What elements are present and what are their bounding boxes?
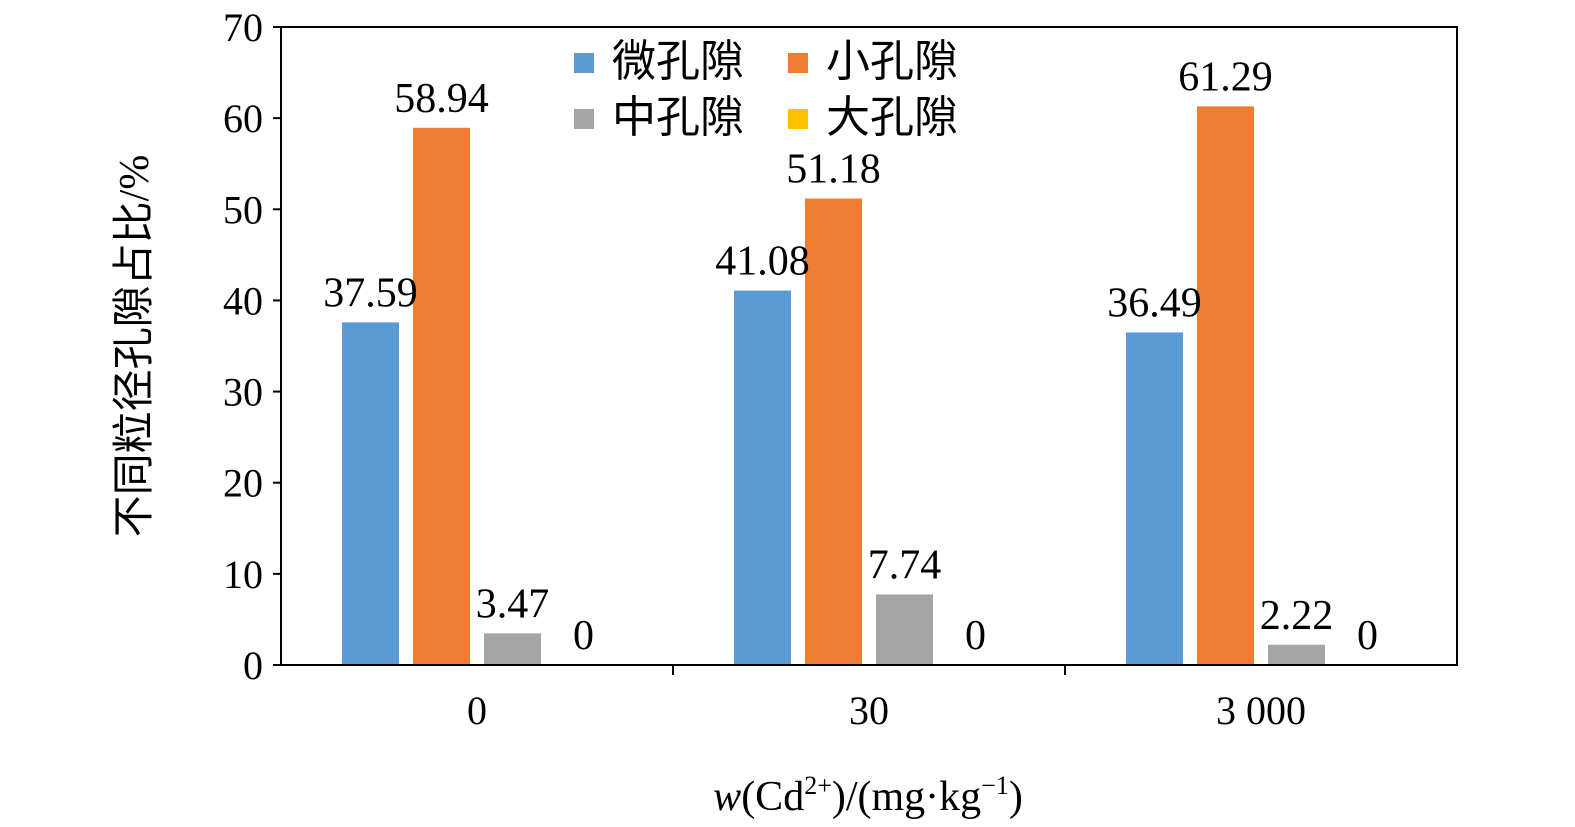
bar: [805, 198, 862, 665]
x-axis-title-italic: w: [713, 774, 741, 820]
y-tick-label: 10: [223, 552, 263, 597]
data-labels-group: 37.59 58.94 3.47 0 41.08 51.18 7.74 0 36.49 61.29…: [323, 54, 1378, 659]
x-tick-label: 30: [849, 688, 889, 733]
x-axis-ticks: 0 30 3 000: [467, 665, 1306, 733]
y-tick-label: 40: [223, 278, 263, 323]
data-label: 51.18: [786, 147, 881, 193]
legend-label: 小孔隙: [826, 37, 958, 86]
x-tick-label: 0: [467, 688, 487, 733]
y-tick-label: 70: [223, 5, 263, 50]
y-tick-label: 20: [223, 461, 263, 506]
y-tick-label: 60: [223, 96, 263, 141]
x-axis-title-part2: )/(mg·kg: [832, 774, 981, 820]
data-label: 37.59: [323, 270, 418, 316]
x-axis-title-part1: (Cd: [741, 774, 804, 820]
data-label: 36.49: [1107, 280, 1202, 326]
data-label: 61.29: [1178, 54, 1273, 100]
data-label: 0: [965, 613, 986, 659]
data-label: 2.22: [1260, 593, 1334, 639]
legend-label: 大孔隙: [826, 93, 958, 142]
y-axis-title: 不同粒径孔隙占比/%: [112, 155, 158, 538]
legend-label: 微孔隙: [612, 37, 744, 86]
bar: [734, 290, 791, 665]
x-axis-title-sup1: 2+: [804, 771, 832, 800]
legend-label: 中孔隙: [612, 93, 744, 142]
bar: [413, 127, 470, 665]
data-label: 7.74: [868, 542, 942, 588]
x-axis-title-part3: ): [1009, 774, 1023, 820]
y-tick-label: 0: [243, 643, 263, 688]
data-label: 41.08: [715, 239, 810, 285]
bar: [1268, 644, 1325, 665]
y-axis-ticks: 0 10 20 30 40 50 60 70: [223, 5, 281, 688]
legend-swatch: [788, 53, 808, 73]
y-tick-label: 50: [223, 187, 263, 232]
legend-swatch: [788, 109, 808, 129]
bar: [342, 322, 399, 665]
legend-swatch: [574, 109, 594, 129]
x-axis-title-sup2: −1: [981, 771, 1009, 800]
x-axis-title: w(Cd2+)/(mg·kg−1): [713, 771, 1023, 820]
bar: [1197, 106, 1254, 665]
plot-frame: [280, 26, 1458, 666]
data-label: 3.47: [476, 581, 550, 627]
bar: [1126, 332, 1183, 665]
bar: [484, 633, 541, 665]
data-label: 0: [573, 613, 594, 659]
y-tick-label: 30: [223, 370, 263, 415]
legend-swatch: [574, 53, 594, 73]
bars-group: [342, 106, 1325, 665]
data-label: 58.94: [394, 76, 489, 122]
data-label: 0: [1357, 613, 1378, 659]
x-tick-label: 3 000: [1216, 688, 1306, 733]
bar: [876, 594, 933, 665]
